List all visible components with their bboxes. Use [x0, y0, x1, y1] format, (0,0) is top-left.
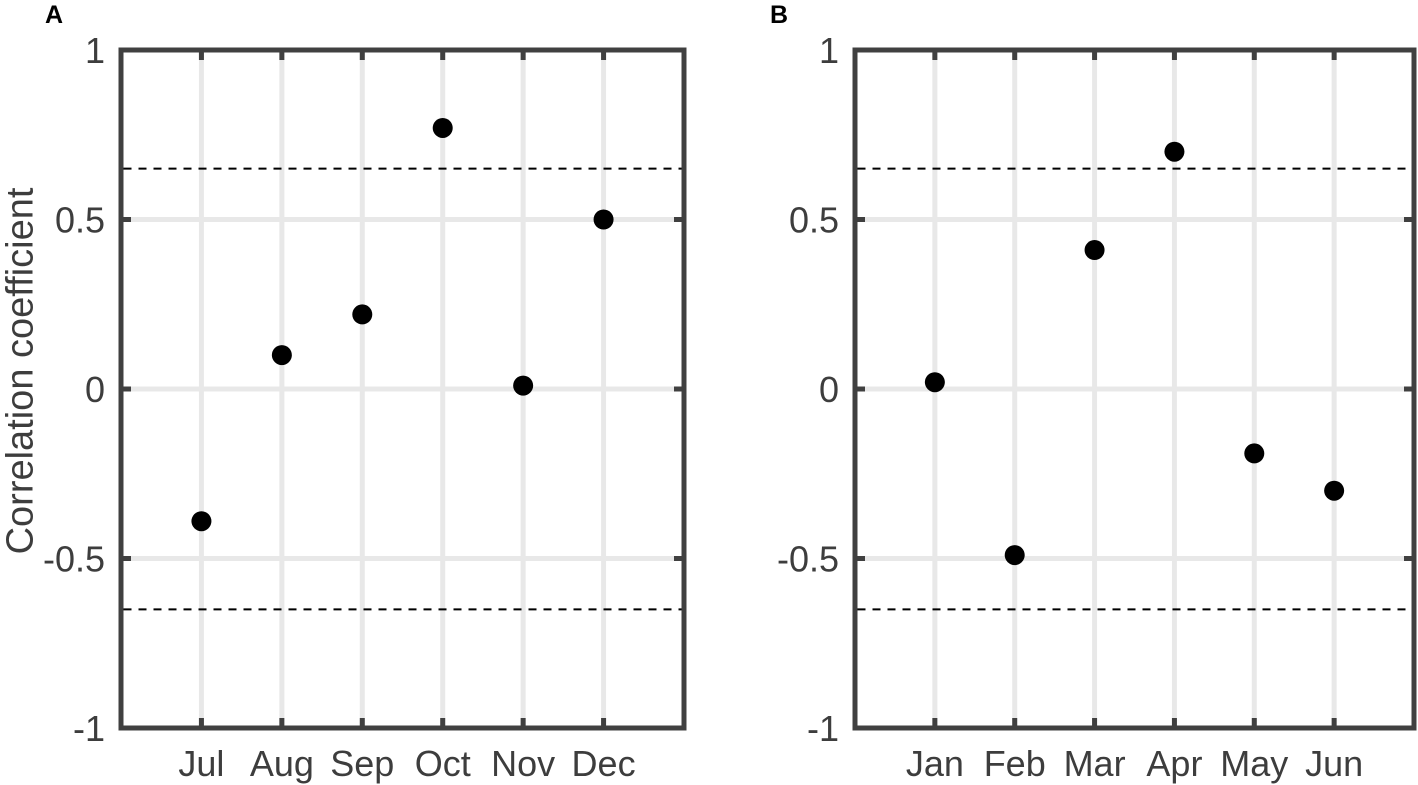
x-tick-label: Sep	[330, 743, 394, 784]
x-tick-label: Jun	[1305, 743, 1363, 784]
y-tick-label: -1	[73, 708, 105, 749]
panel-a-label: A	[45, 1, 64, 29]
data-point	[271, 345, 292, 366]
x-tick-label: Jan	[906, 743, 964, 784]
x-tick-label: Apr	[1146, 743, 1202, 784]
x-tick-label: Nov	[491, 743, 555, 784]
y-tick-label: 1	[819, 30, 839, 71]
y-tick-label: 0	[85, 369, 105, 410]
y-tick-label: 1	[85, 30, 105, 71]
y-tick-label: 0.5	[789, 199, 839, 240]
data-point	[1244, 443, 1265, 464]
data-point	[593, 209, 614, 230]
x-tick-label: Feb	[984, 743, 1046, 784]
data-point	[924, 372, 945, 393]
data-point	[1084, 240, 1105, 261]
x-tick-label: Dec	[572, 743, 636, 784]
x-tick-label: Aug	[250, 743, 314, 784]
data-point	[1324, 480, 1345, 501]
x-tick-label: Mar	[1064, 743, 1126, 784]
panel-b-label: B	[770, 1, 789, 29]
data-point	[1164, 141, 1185, 162]
x-tick-label: Jul	[178, 743, 224, 784]
y-tick-label: -0.5	[777, 538, 839, 579]
y-tick-label: 0	[819, 369, 839, 410]
data-point	[352, 304, 373, 325]
x-tick-label: May	[1220, 743, 1288, 784]
x-tick-label: Oct	[415, 743, 471, 784]
y-tick-label: 0.5	[55, 199, 105, 240]
data-point	[513, 375, 534, 396]
y-tick-label: -1	[807, 708, 839, 749]
data-point	[432, 117, 453, 138]
data-point	[191, 511, 212, 532]
y-tick-label: -0.5	[43, 538, 105, 579]
data-point	[1004, 545, 1025, 566]
